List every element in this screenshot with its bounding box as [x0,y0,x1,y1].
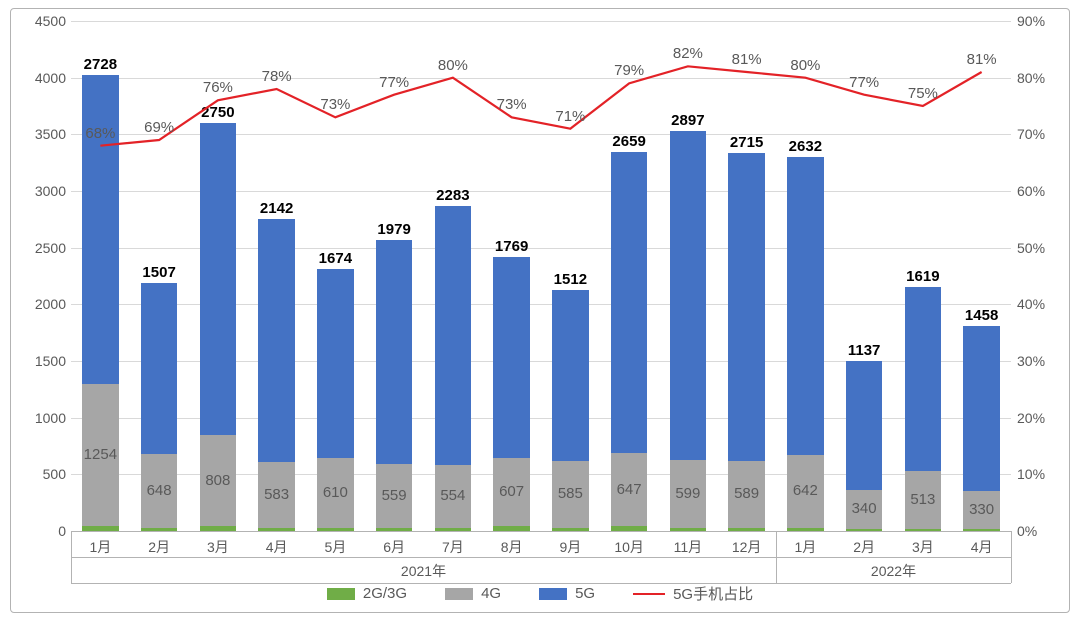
line-layer [71,21,1011,531]
x-month-label: 7月 [442,537,464,557]
x-year-label: 2021年 [401,561,446,581]
label-5g-share-pct: 77% [849,74,879,91]
legend-swatch [327,588,355,600]
x-year-label: 2022年 [871,561,916,581]
legend-label: 4G [481,585,501,602]
x-month-label: 2月 [148,537,170,557]
x-month-label: 10月 [614,537,644,557]
label-5g-share-pct: 73% [497,96,527,113]
x-month-label: 9月 [559,537,581,557]
x-axis: 1月 2月 3月 4月 5月 6月 7月 8月 9月 10月 11月 12月 1月 2月 3月 4月 2021年… [71,531,1011,591]
label-5g-share-pct: 80% [790,57,820,74]
label-5g-share-pct: 75% [908,85,938,102]
x-month-label: 4月 [266,537,288,557]
label-5g-share-pct: 77% [379,74,409,91]
label-5g-share-pct: 80% [438,57,468,74]
x-month-label: 3月 [912,537,934,557]
x-month-label: 1月 [794,537,816,557]
label-5g-share-pct: 78% [262,68,292,85]
x-month-label: 12月 [732,537,762,557]
x-month-label: 4月 [971,537,993,557]
legend-swatch [539,588,567,600]
y-axis-left: 050010001500200025003000350040004500 [11,21,71,531]
x-month-label: 2月 [853,537,875,557]
label-5g-share-pct: 82% [673,45,703,62]
x-month-label: 5月 [324,537,346,557]
x-month-label: 8月 [501,537,523,557]
label-5g-share-pct: 81% [967,51,997,68]
legend-label: 5G手机占比 [673,583,753,604]
label-5g-share-pct: 79% [614,62,644,79]
x-month-label: 3月 [207,537,229,557]
label-5g-share-pct: 76% [203,79,233,96]
label-5g-share-pct: 68% [85,125,115,142]
label-5g-share-pct: 81% [732,51,762,68]
legend-label: 2G/3G [363,585,407,602]
legend-label: 5G [575,585,595,602]
label-5g-share-pct: 73% [320,96,350,113]
legend-item-5g_share: 5G手机占比 [633,583,753,604]
legend-swatch [445,588,473,600]
label-5g-share-pct: 71% [555,108,585,125]
y-axis-right: 0%10%20%30%40%50%60%70%80%90% [1011,21,1071,531]
x-month-label: 6月 [383,537,405,557]
chart-container: 050010001500200025003000350040004500 0%1… [10,8,1070,613]
legend-item-5g: 5G [539,583,595,604]
plot-area: 1254272864815078082750583214261016745591… [71,21,1011,531]
x-month-label: 11月 [674,537,703,557]
legend-swatch [633,593,665,595]
legend: 2G/3G 4G 5G 5G手机占比 [11,583,1069,604]
label-5g-share-pct: 69% [144,119,174,136]
legend-item-4g: 4G [445,583,501,604]
legend-item-2g3g: 2G/3G [327,583,407,604]
x-month-label: 1月 [89,537,111,557]
